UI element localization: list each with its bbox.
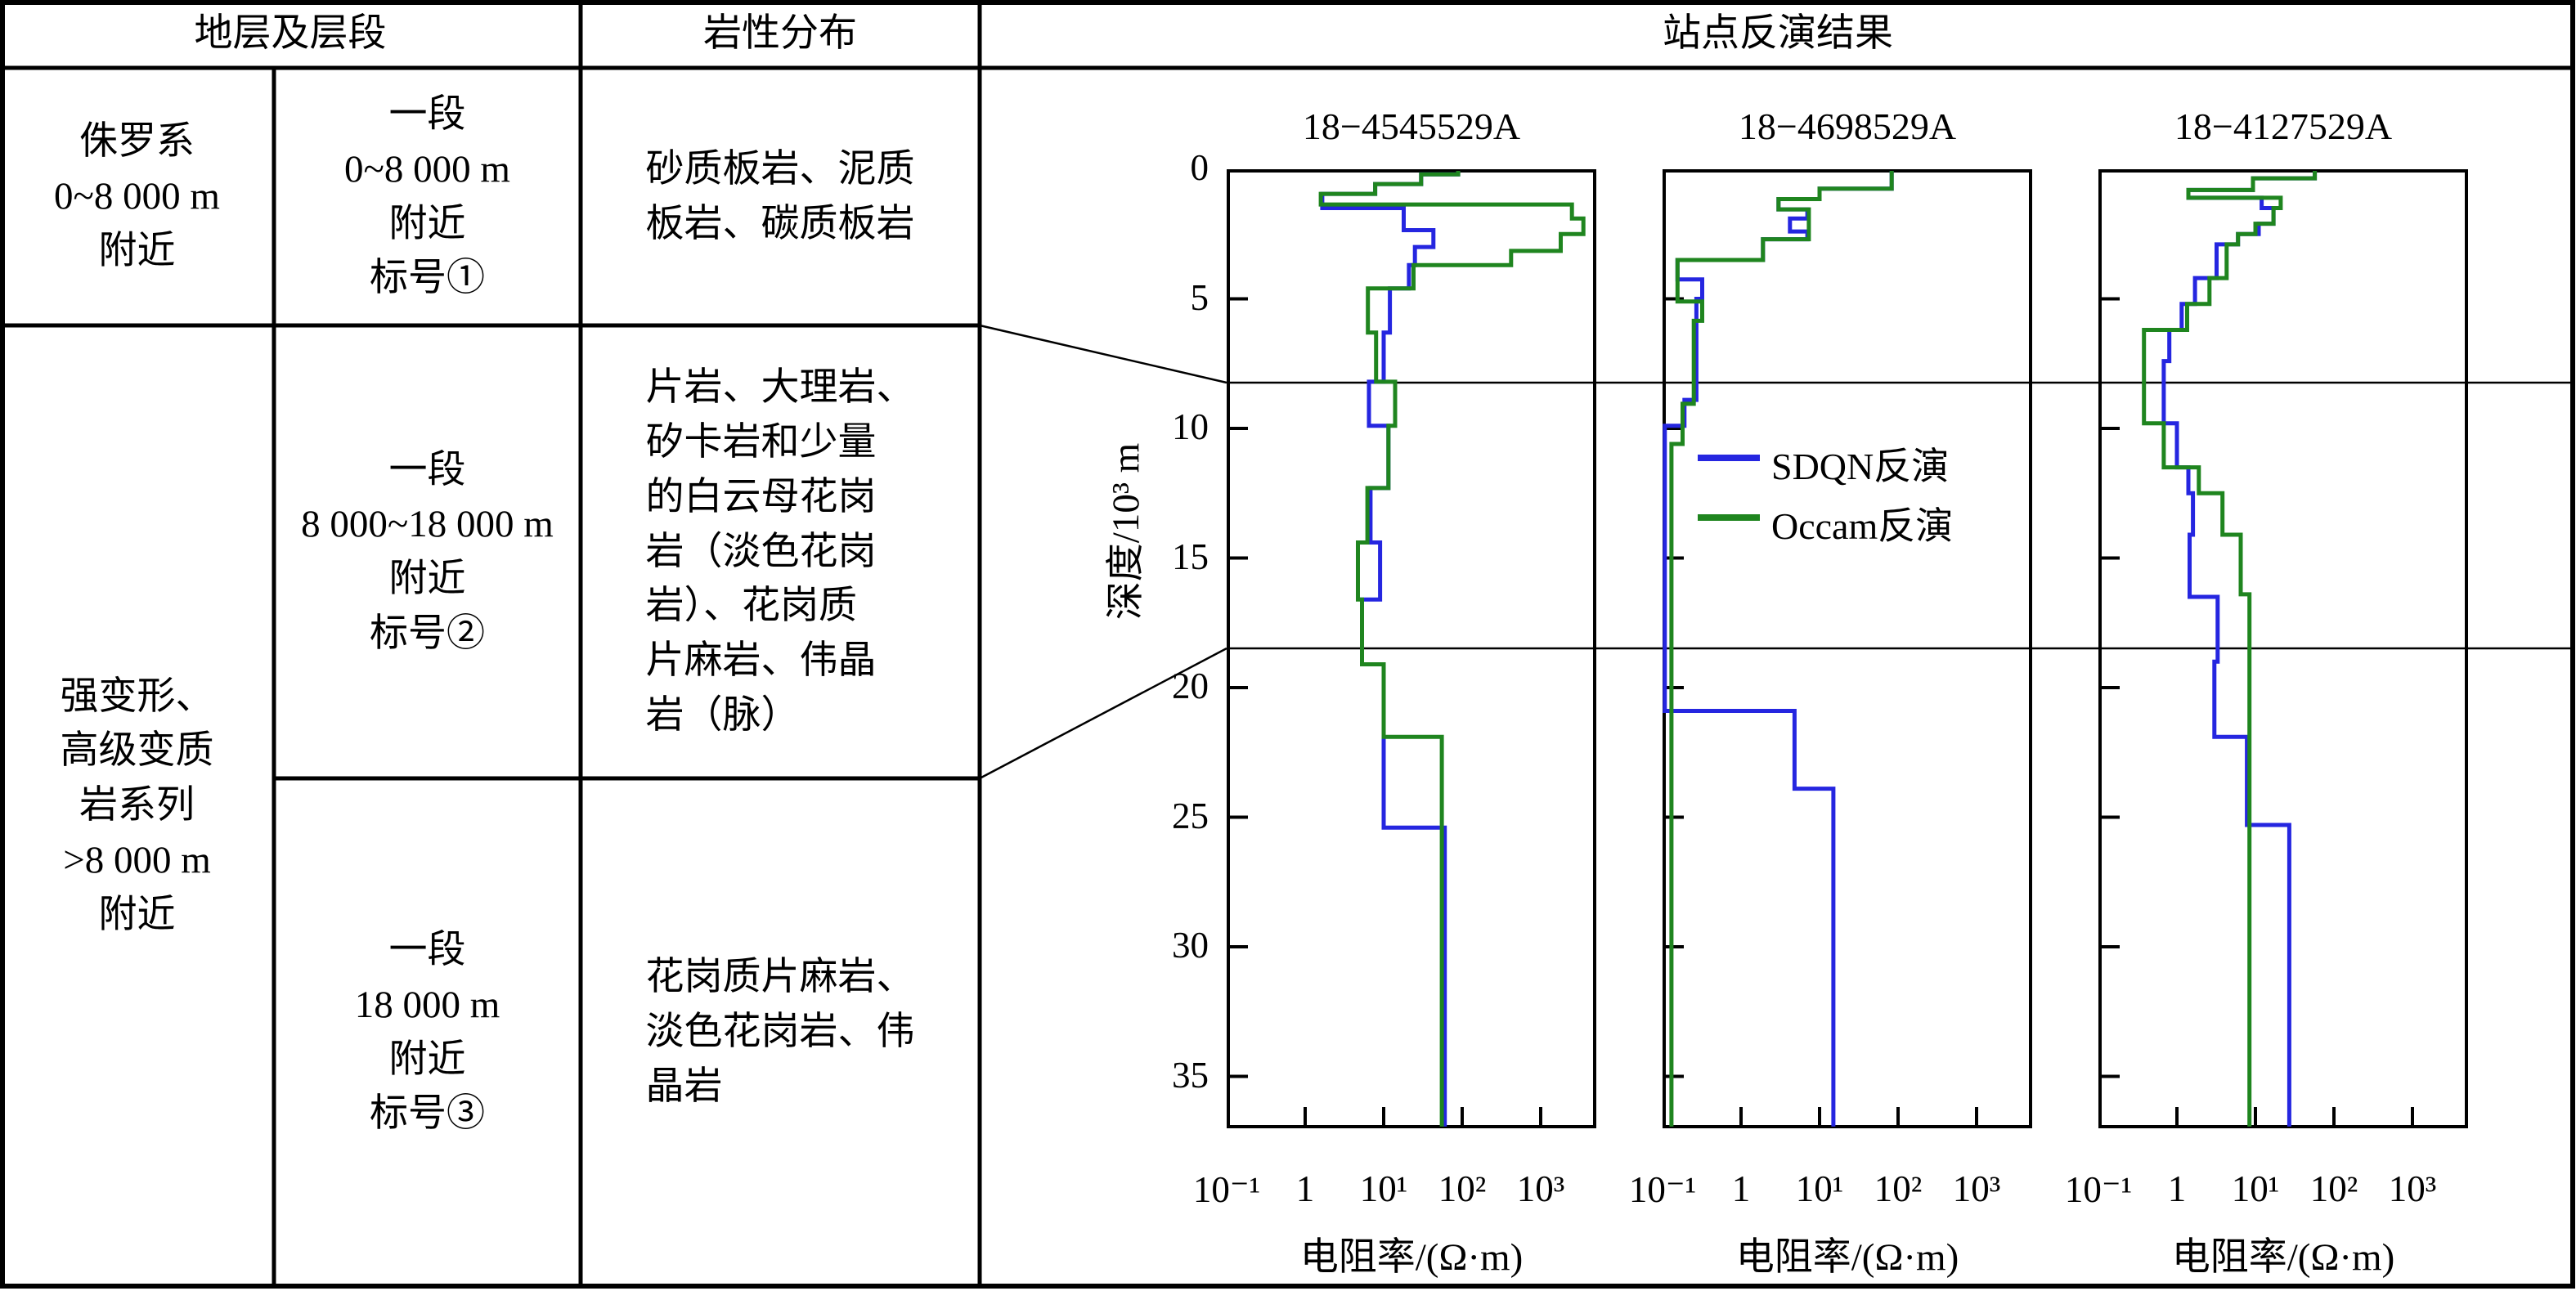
legend-swatch-occam [1698,514,1760,521]
x-tick-label-10⁻¹: 10⁻¹ [1628,1169,1697,1210]
header-strata-segment: 地层及层段 [194,12,387,56]
x-tick-label-10¹: 10¹ [1359,1168,1408,1209]
curve-Occam反演 [1669,171,1894,1127]
x-tick-label-10²: 10² [2309,1168,2358,1209]
x-tick-label-1: 1 [2167,1168,2187,1209]
cell-lithology-3: 花岗质片麻岩、 淡色花岗岩、伟 晶岩 [645,956,915,1108]
cell-lithology-2: 片岩、大理岩、 矽卡岩和少量 的白云母花岗 岩（淡色花岗 岩）、花岗质 片麻岩、… [645,366,915,737]
x-tick-label-1: 1 [1295,1168,1315,1209]
curve-SDQN反演 [1663,171,1894,1127]
x-tick-label-10³: 10³ [1952,1168,2001,1209]
legend-swatch-sdqn [1698,455,1760,461]
plot-frame [1227,169,1596,1128]
station-title-3: 18−4127529A [2174,105,2393,147]
station-plot-2 [1663,169,2032,1128]
depth-tick-label-35: 35 [1172,1054,1209,1096]
curve-SDQN反演 [1320,171,1461,1127]
depth-tick-label-10: 10 [1172,406,1209,447]
x-tick-label-10²: 10² [1874,1168,1923,1209]
connector-diagonal-lower [979,647,1227,780]
header-lithology: 岩性分布 [703,12,857,56]
cell-segment-2: 一段 8 000~18 000 m 附近 标号② [301,448,554,655]
x-tick-label-10⁻¹: 10⁻¹ [1192,1169,1261,1210]
legend-label-sdqn: SDQN反演 [1771,446,1950,487]
x-tick-label-10¹: 10¹ [2231,1168,2280,1209]
x-tick-label-10³: 10³ [1516,1168,1565,1209]
depth-tick-label-5: 5 [1190,276,1209,318]
x-tick-label-10³: 10³ [2388,1168,2437,1209]
station-title-1: 18−4545529A [1302,105,1521,147]
plot-frame [2098,169,2468,1128]
station-plot-3 [2098,169,2468,1128]
depth-tick-label-25: 25 [1172,795,1209,836]
plot-frame [1663,169,2032,1128]
x-tick-label-1: 1 [1731,1168,1751,1209]
x-tick-label-10²: 10² [1438,1168,1487,1209]
x-axis-label: 电阻率/(Ω·m) [2171,1236,2395,1279]
x-tick-label-10⁻¹: 10⁻¹ [2064,1169,2133,1210]
x-axis-label: 电阻率/(Ω·m) [1735,1236,1959,1279]
cell-lithology-1: 砂质板岩、泥质 板岩、碳质板岩 [645,147,915,245]
cell-segment-1: 一段 0~8 000 m 附近 标号① [344,93,510,300]
x-axis-label: 电阻率/(Ω·m) [1299,1236,1524,1279]
header-inversion-results: 站点反演结果 [1663,12,1893,56]
x-tick-label-10¹: 10¹ [1795,1168,1844,1209]
curve-Occam反演 [1318,171,1586,1127]
curve-Occam反演 [2142,171,2318,1127]
depth-tick-label-0: 0 [1190,147,1209,188]
depth-tick-label-15: 15 [1172,536,1209,577]
cell-segment-3: 一段 18 000 m 附近 标号③ [354,929,500,1136]
depth-tick-label-20: 20 [1172,666,1209,706]
cell-strata-metamorphic: 强变形、 高级变质 岩系列 >8 000 m 附近 [60,675,214,936]
legend-label-occam: Occam反演 [1771,505,1954,547]
station-title-2: 18−4698529A [1738,105,1957,147]
connector-diagonal-upper [979,324,1227,384]
cell-strata-jurassic: 侏罗系 0~8 000 m 附近 [54,120,220,272]
depth-tick-label-30: 30 [1172,925,1209,966]
station-plot-1 [1227,169,1596,1128]
